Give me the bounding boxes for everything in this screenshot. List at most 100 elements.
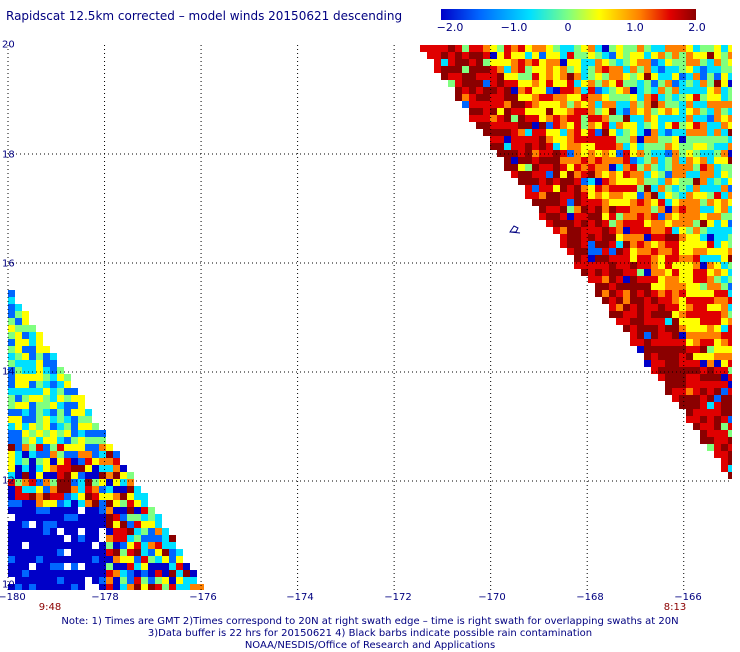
wind-cell	[539, 192, 546, 199]
wind-cell	[644, 332, 651, 339]
wind-cell	[623, 122, 630, 129]
wind-cell	[588, 185, 595, 192]
wind-cell	[483, 115, 490, 122]
wind-cell	[50, 409, 57, 416]
wind-cell	[99, 479, 106, 486]
wind-cell	[644, 136, 651, 143]
wind-cell	[665, 234, 672, 241]
wind-cell	[588, 80, 595, 87]
wind-cell	[567, 199, 574, 206]
y-tick-label: 20	[2, 39, 15, 51]
wind-cell	[36, 500, 43, 507]
wind-cell	[127, 486, 134, 493]
wind-cell	[721, 269, 728, 276]
wind-cell	[679, 101, 686, 108]
wind-cell	[588, 108, 595, 115]
wind-cell	[721, 87, 728, 94]
wind-cell	[85, 535, 92, 542]
wind-cell	[644, 87, 651, 94]
wind-cell	[504, 143, 511, 150]
wind-cell	[462, 59, 469, 66]
wind-cell	[623, 304, 630, 311]
wind-cell	[560, 122, 567, 129]
wind-cell	[64, 458, 71, 465]
wind-cell	[64, 437, 71, 444]
wind-cell	[630, 311, 637, 318]
wind-cell	[609, 290, 616, 297]
wind-cell	[504, 59, 511, 66]
wind-cell	[141, 542, 148, 549]
wind-cell	[623, 136, 630, 143]
wind-cell	[700, 353, 707, 360]
wind-cell	[22, 430, 29, 437]
wind-cell	[714, 220, 721, 227]
wind-cell	[595, 101, 602, 108]
wind-cell	[71, 451, 78, 458]
wind-cell	[679, 283, 686, 290]
wind-cell	[651, 136, 658, 143]
wind-cell	[602, 150, 609, 157]
wind-cell	[728, 346, 732, 353]
wind-cell	[567, 115, 574, 122]
wind-cell	[71, 528, 78, 535]
wind-cell	[8, 318, 15, 325]
wind-cell	[700, 311, 707, 318]
wind-cell	[707, 395, 714, 402]
wind-cell	[8, 535, 15, 542]
wind-cell	[686, 45, 693, 52]
wind-cell	[113, 542, 120, 549]
wind-cell	[574, 143, 581, 150]
wind-cell	[700, 269, 707, 276]
wind-cell	[651, 115, 658, 122]
wind-cell	[518, 45, 525, 52]
wind-cell	[602, 262, 609, 269]
wind-cell	[728, 87, 732, 94]
wind-cell	[574, 115, 581, 122]
wind-cell	[728, 150, 732, 157]
wind-cell	[29, 395, 36, 402]
wind-cell	[57, 563, 64, 570]
wind-cell	[8, 486, 15, 493]
wind-cell	[106, 472, 113, 479]
wind-cell	[581, 52, 588, 59]
wind-cell	[588, 115, 595, 122]
wind-cell	[595, 220, 602, 227]
wind-cell	[658, 108, 665, 115]
wind-cell	[651, 66, 658, 73]
wind-cell	[679, 80, 686, 87]
wind-cell	[721, 297, 728, 304]
wind-cell	[700, 80, 707, 87]
wind-cell	[57, 381, 64, 388]
wind-cell	[567, 94, 574, 101]
wind-cell	[15, 563, 22, 570]
wind-cell	[43, 416, 50, 423]
wind-cell	[462, 45, 469, 52]
wind-cell	[651, 94, 658, 101]
wind-cell	[490, 80, 497, 87]
wind-cell	[707, 318, 714, 325]
wind-cell	[560, 136, 567, 143]
wind-cell	[539, 52, 546, 59]
wind-cell	[162, 549, 169, 556]
wind-cell	[8, 402, 15, 409]
wind-cell	[50, 395, 57, 402]
wind-cell	[462, 73, 469, 80]
wind-cell	[665, 206, 672, 213]
wind-cell	[714, 423, 721, 430]
wind-cell	[99, 472, 106, 479]
wind-cell	[700, 346, 707, 353]
wind-cell	[22, 486, 29, 493]
wind-cell	[574, 94, 581, 101]
wind-cell	[155, 535, 162, 542]
wind-cell	[50, 577, 57, 584]
wind-cell	[85, 500, 92, 507]
wind-cell	[490, 59, 497, 66]
wind-cell	[518, 59, 525, 66]
wind-cell	[553, 136, 560, 143]
wind-cell	[22, 395, 29, 402]
wind-cell	[630, 73, 637, 80]
wind-cell	[595, 157, 602, 164]
wind-cell	[511, 129, 518, 136]
wind-cell	[22, 577, 29, 584]
wind-cell	[29, 570, 36, 577]
